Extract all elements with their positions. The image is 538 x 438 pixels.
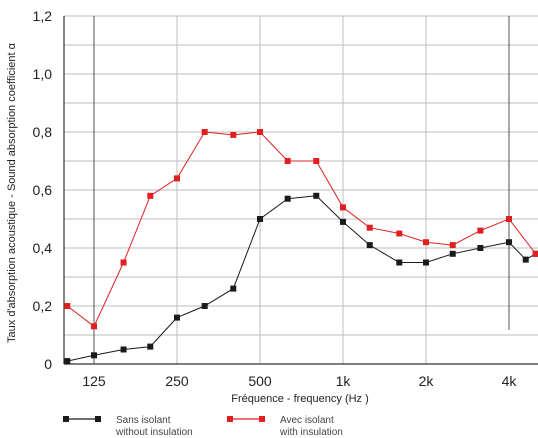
y-tick-label: 0,6 <box>33 182 53 198</box>
data-point-without-insulation <box>449 250 456 257</box>
y-tick-label: 0,4 <box>33 240 53 256</box>
data-point-with-insulation <box>506 216 512 222</box>
data-point-without-insulation <box>313 192 320 199</box>
legend-item-with-insulation: Avec isolant with insulation <box>227 415 343 438</box>
y-tick-label: 1,2 <box>33 8 53 24</box>
grid <box>64 15 538 364</box>
data-point-without-insulation <box>91 352 97 359</box>
data-point-with-insulation <box>284 158 291 164</box>
legend: Sans isolant without insulation Avec iso… <box>63 415 343 438</box>
data-point-without-insulation <box>396 259 403 266</box>
data-point-with-insulation <box>340 204 346 211</box>
data-point-with-insulation <box>313 158 320 164</box>
y-tick-label: 0,2 <box>33 298 53 314</box>
data-point-without-insulation <box>284 195 291 202</box>
data-point-without-insulation <box>147 343 154 350</box>
x-tick-label: 500 <box>248 373 272 389</box>
data-point-without-insulation <box>477 245 484 251</box>
data-point-without-insulation <box>340 218 346 225</box>
x-axis-label: Fréquence - frequency (Hz ) <box>231 393 369 405</box>
legend-marker-black-right <box>95 416 101 422</box>
data-point-with-insulation <box>257 129 263 135</box>
series-line-with-insulation <box>66 131 537 328</box>
legend-label-without-insulation: without insulation <box>115 427 193 438</box>
legend-marker-black-left <box>63 416 69 422</box>
legend-marker-red-right <box>259 416 265 422</box>
legend-item-without-insulation: Sans isolant without insulation <box>63 415 193 438</box>
data-point-with-insulation <box>449 242 456 249</box>
data-point-with-insulation <box>201 129 208 135</box>
data-point-with-insulation <box>230 131 237 138</box>
y-axis-label: Taux d'absorption acoustique - Sound abs… <box>6 42 18 343</box>
y-tick-label: 0 <box>44 356 52 372</box>
data-point-with-insulation <box>477 227 484 234</box>
tick-labels: 0 0,2 0,4 0,6 0,8 1,0 1,2 125 250 500 1k 2k 4k <box>33 8 518 389</box>
data-point-with-insulation <box>64 303 71 309</box>
x-tick-label: 2k <box>419 373 435 389</box>
series-layer <box>64 129 538 365</box>
data-point-with-insulation <box>174 175 180 182</box>
x-tick-label: 250 <box>165 373 189 389</box>
data-point-without-insulation <box>174 314 180 321</box>
x-tick-label: 4k <box>502 373 518 389</box>
y-tick-label: 0,8 <box>33 124 53 140</box>
data-point-without-insulation <box>120 346 127 353</box>
data-point-without-insulation <box>506 239 512 246</box>
legend-label-sans-isolant: Sans isolant <box>116 415 171 426</box>
data-point-without-insulation <box>423 259 429 266</box>
data-point-with-insulation <box>396 230 403 237</box>
data-point-without-insulation <box>366 242 373 249</box>
data-point-without-insulation <box>257 216 263 222</box>
data-point-with-insulation <box>120 259 127 266</box>
legend-marker-red-left <box>227 416 233 422</box>
data-point-with-insulation <box>532 250 538 257</box>
axes <box>63 16 538 365</box>
legend-label-with-insulation: with insulation <box>279 427 343 438</box>
x-tick-label: 1k <box>336 373 352 389</box>
data-point-without-insulation <box>522 256 529 263</box>
data-point-with-insulation <box>91 323 97 330</box>
data-point-with-insulation <box>147 192 154 199</box>
y-tick-label: 1,0 <box>33 66 53 82</box>
legend-label-avec-isolant: Avec isolant <box>280 415 334 426</box>
data-point-without-insulation <box>230 285 237 292</box>
data-point-with-insulation <box>366 224 373 231</box>
series-line-without-insulation <box>67 195 536 362</box>
data-point-without-insulation <box>201 303 208 309</box>
data-point-with-insulation <box>423 239 429 246</box>
data-point-without-insulation <box>64 358 71 365</box>
x-tick-label: 125 <box>82 373 106 389</box>
